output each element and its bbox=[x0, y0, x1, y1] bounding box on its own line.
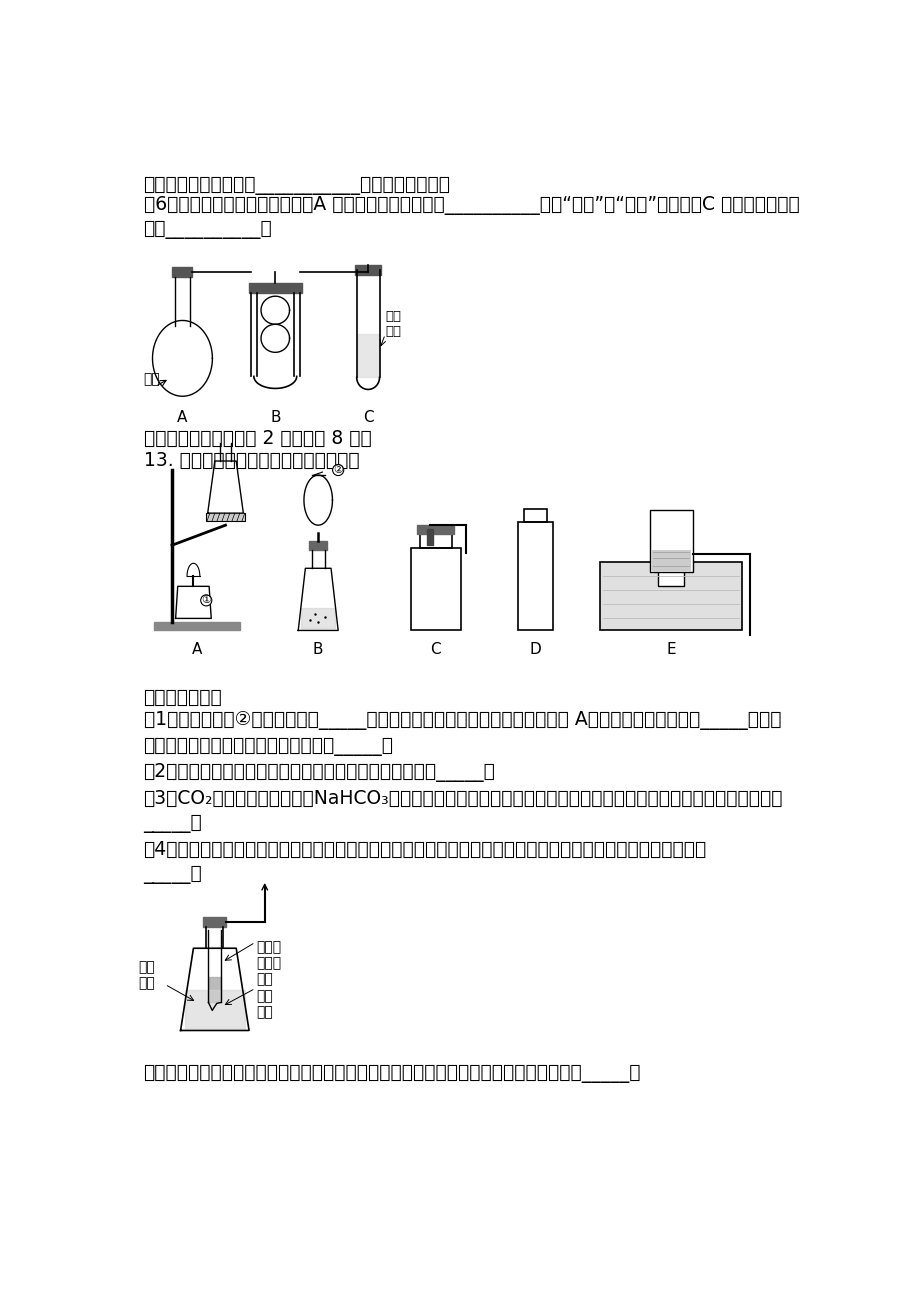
Bar bbox=[417, 525, 454, 534]
Bar bbox=[203, 917, 226, 927]
Text: B: B bbox=[270, 410, 280, 424]
Text: 液体
药品: 液体 药品 bbox=[139, 960, 155, 991]
Text: A: A bbox=[191, 642, 202, 658]
Text: A: A bbox=[177, 410, 187, 424]
Bar bbox=[420, 534, 451, 548]
Text: 四、简答题（本大题共 2 小题，共 8 分）: 四、简答题（本大题共 2 小题，共 8 分） bbox=[143, 428, 371, 448]
Text: 颜色__________。: 颜色__________。 bbox=[143, 220, 272, 240]
Bar bbox=[355, 264, 380, 275]
Bar bbox=[154, 622, 240, 630]
Text: E: E bbox=[665, 642, 675, 658]
Text: 若用如下图装置按箭头所示的流向收集一瓶二氧化碳气体，请将集气瓶内的导管补画完整_____。: 若用如下图装置按箭头所示的流向收集一瓶二氧化碳气体，请将集气瓶内的导管补画完整_… bbox=[143, 1064, 641, 1082]
Bar bbox=[249, 283, 301, 293]
Text: 紫色
石蕊: 紫色 石蕊 bbox=[385, 310, 401, 339]
Bar bbox=[517, 522, 553, 630]
Text: 化，利用氮气和氧气的___________不同分离出氧气。: 化，利用氮气和氧气的___________不同分离出氧气。 bbox=[143, 176, 450, 195]
Bar bbox=[524, 509, 547, 522]
Text: ①: ① bbox=[201, 595, 211, 605]
Polygon shape bbox=[261, 324, 289, 353]
Text: （3）CO₂还可以用碳酸氢钠（NaHCO₃）加热分解（产物为碳酸钠、二氧化碳和水）来制取，该反应的化学方程式为：: （3）CO₂还可以用碳酸氢钠（NaHCO₃）加热分解（产物为碳酸钠、二氧化碳和水… bbox=[143, 789, 782, 807]
Polygon shape bbox=[208, 461, 243, 513]
Text: （1）写出带标号②仪器的名称：_____。若实验室制取氧气的发生装置可以选用 A，则选择的依据是什么_____？写出: （1）写出带标号②仪器的名称：_____。若实验室制取氧气的发生装置可以选用 A… bbox=[143, 711, 780, 729]
Text: 用氯酸钾为原料制取氧气的化学方程式_____。: 用氯酸钾为原料制取氧气的化学方程式_____。 bbox=[143, 737, 393, 755]
Bar bbox=[426, 529, 433, 546]
Polygon shape bbox=[180, 948, 249, 1030]
Polygon shape bbox=[261, 296, 289, 324]
Text: C: C bbox=[430, 642, 441, 658]
Text: 13. 下图所示为实验室常用的实验装置：: 13. 下图所示为实验室常用的实验装置： bbox=[143, 450, 358, 470]
Polygon shape bbox=[303, 475, 332, 525]
Text: B: B bbox=[312, 642, 323, 658]
Bar bbox=[172, 267, 192, 277]
Text: 干冰: 干冰 bbox=[143, 372, 160, 387]
Text: C: C bbox=[362, 410, 373, 424]
Text: _____。: _____。 bbox=[143, 814, 202, 833]
Bar bbox=[649, 510, 692, 573]
Text: _____。: _____。 bbox=[143, 865, 202, 884]
Text: D: D bbox=[529, 642, 541, 658]
Text: （6）常温下进行如图所示实验。A 中固体逐渐减少，发生__________（填“物理”或“化学”）变化。C 中有气泡，溶液: （6）常温下进行如图所示实验。A 中固体逐渐减少，发生__________（填“… bbox=[143, 197, 799, 215]
Bar bbox=[411, 548, 460, 630]
Polygon shape bbox=[298, 568, 338, 630]
Bar bbox=[309, 542, 327, 551]
Text: 回答下列问题：: 回答下列问题： bbox=[143, 687, 222, 707]
Bar bbox=[312, 525, 324, 534]
Bar bbox=[205, 513, 245, 521]
Text: （4）下图为同学利用报废试管设计的制二氧化碳的发生装置，该设计出了废物利用的优点外，请另写一个优点：: （4）下图为同学利用报废试管设计的制二氧化碳的发生装置，该设计出了废物利用的优点… bbox=[143, 840, 706, 859]
Text: 底部有
破洞的
试管
固体
药品: 底部有 破洞的 试管 固体 药品 bbox=[255, 940, 281, 1019]
Bar bbox=[658, 573, 683, 586]
Text: ②: ② bbox=[333, 465, 343, 475]
Polygon shape bbox=[176, 586, 211, 618]
Bar bbox=[651, 551, 690, 573]
Bar bbox=[599, 562, 742, 630]
Text: （2）实验室制取并收集一瓶二氧化碳气体应选择的装置是_____。: （2）实验室制取并收集一瓶二氧化碳气体应选择的装置是_____。 bbox=[143, 763, 494, 781]
